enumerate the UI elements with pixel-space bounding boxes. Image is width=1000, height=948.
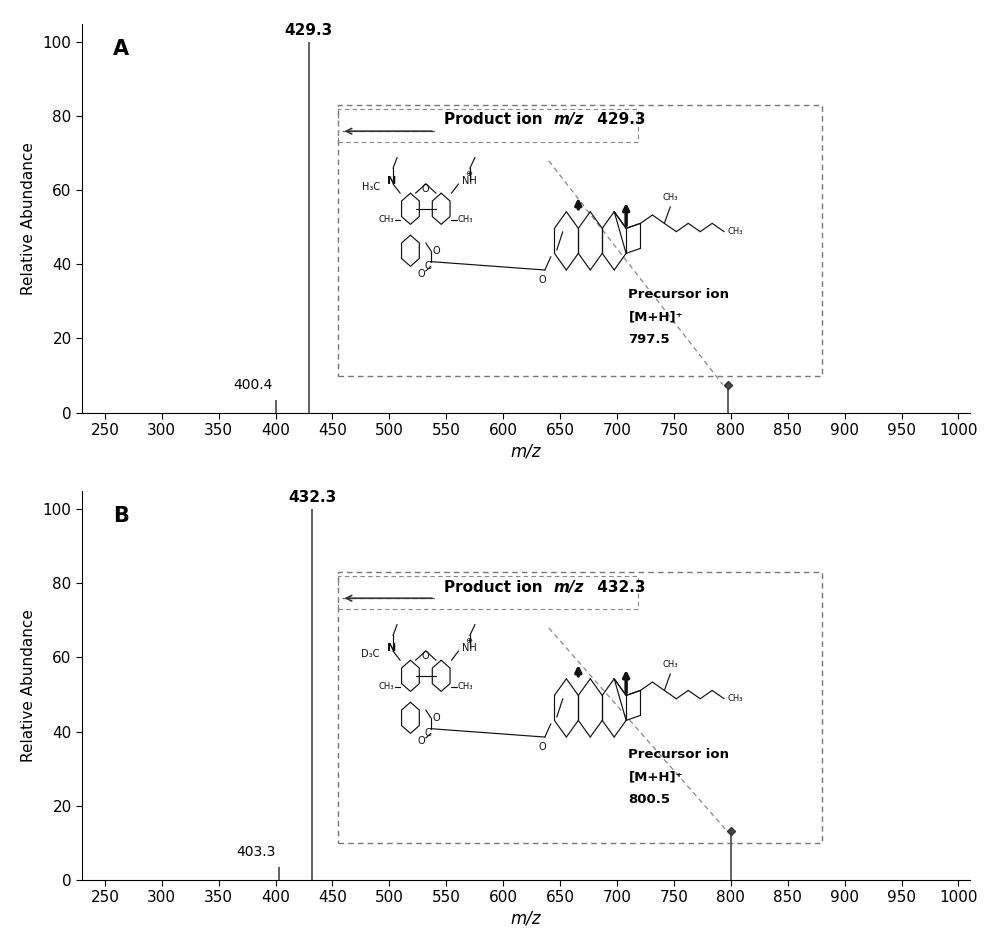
- Bar: [338, 576, 638, 610]
- Text: 403.3: 403.3: [237, 846, 276, 859]
- Text: 432.3: 432.3: [288, 490, 336, 505]
- Text: Product ion: Product ion: [444, 579, 548, 594]
- Text: m/z: m/z: [553, 113, 584, 127]
- X-axis label: m/z: m/z: [511, 909, 541, 927]
- Text: 800.5: 800.5: [628, 793, 670, 806]
- Text: 400.4: 400.4: [233, 378, 273, 392]
- Text: CH₃: CH₃: [663, 192, 678, 202]
- Text: O: O: [539, 742, 546, 752]
- Text: C: C: [424, 262, 431, 271]
- Text: 429.3: 429.3: [285, 23, 333, 38]
- Y-axis label: Relative Abundance: Relative Abundance: [21, 142, 36, 295]
- Text: CH₃: CH₃: [728, 694, 743, 703]
- Text: O: O: [433, 713, 441, 722]
- Text: O: O: [433, 246, 441, 256]
- Text: CH₃: CH₃: [379, 215, 394, 224]
- Text: O: O: [422, 184, 430, 193]
- Text: O: O: [417, 737, 425, 746]
- Text: N: N: [387, 175, 397, 186]
- Bar: [338, 105, 822, 375]
- Text: [M+H]⁺: [M+H]⁺: [628, 311, 683, 323]
- Text: CH₃: CH₃: [379, 683, 394, 691]
- Text: O: O: [417, 269, 425, 279]
- Text: 432.3: 432.3: [592, 579, 645, 594]
- Text: N: N: [387, 643, 397, 653]
- Text: Product ion: Product ion: [444, 113, 548, 127]
- Text: CH₃: CH₃: [663, 660, 678, 668]
- Text: m/z: m/z: [553, 579, 584, 594]
- Text: A: A: [113, 40, 129, 60]
- Text: ⊕: ⊕: [465, 635, 472, 645]
- Y-axis label: Relative Abundance: Relative Abundance: [21, 609, 36, 761]
- Text: NH: NH: [462, 643, 476, 653]
- Text: ⊕: ⊕: [465, 169, 472, 177]
- Text: C: C: [424, 728, 431, 738]
- Text: CH₃: CH₃: [728, 228, 743, 236]
- Text: O: O: [539, 275, 546, 285]
- Text: O: O: [422, 650, 430, 661]
- Text: NH: NH: [462, 175, 476, 186]
- Text: D₃C: D₃C: [361, 649, 380, 659]
- Text: CH₃: CH₃: [458, 683, 473, 691]
- Text: 429.3: 429.3: [592, 113, 645, 127]
- X-axis label: m/z: m/z: [511, 442, 541, 460]
- Text: 797.5: 797.5: [628, 333, 670, 346]
- Text: [M+H]⁺: [M+H]⁺: [628, 771, 683, 783]
- Text: Precursor ion: Precursor ion: [628, 748, 729, 761]
- Bar: [338, 109, 638, 142]
- Text: H₃C: H₃C: [362, 182, 380, 192]
- Bar: [338, 573, 822, 843]
- Text: CH₃: CH₃: [458, 215, 473, 224]
- Text: Precursor ion: Precursor ion: [628, 288, 729, 301]
- Text: B: B: [113, 506, 129, 526]
